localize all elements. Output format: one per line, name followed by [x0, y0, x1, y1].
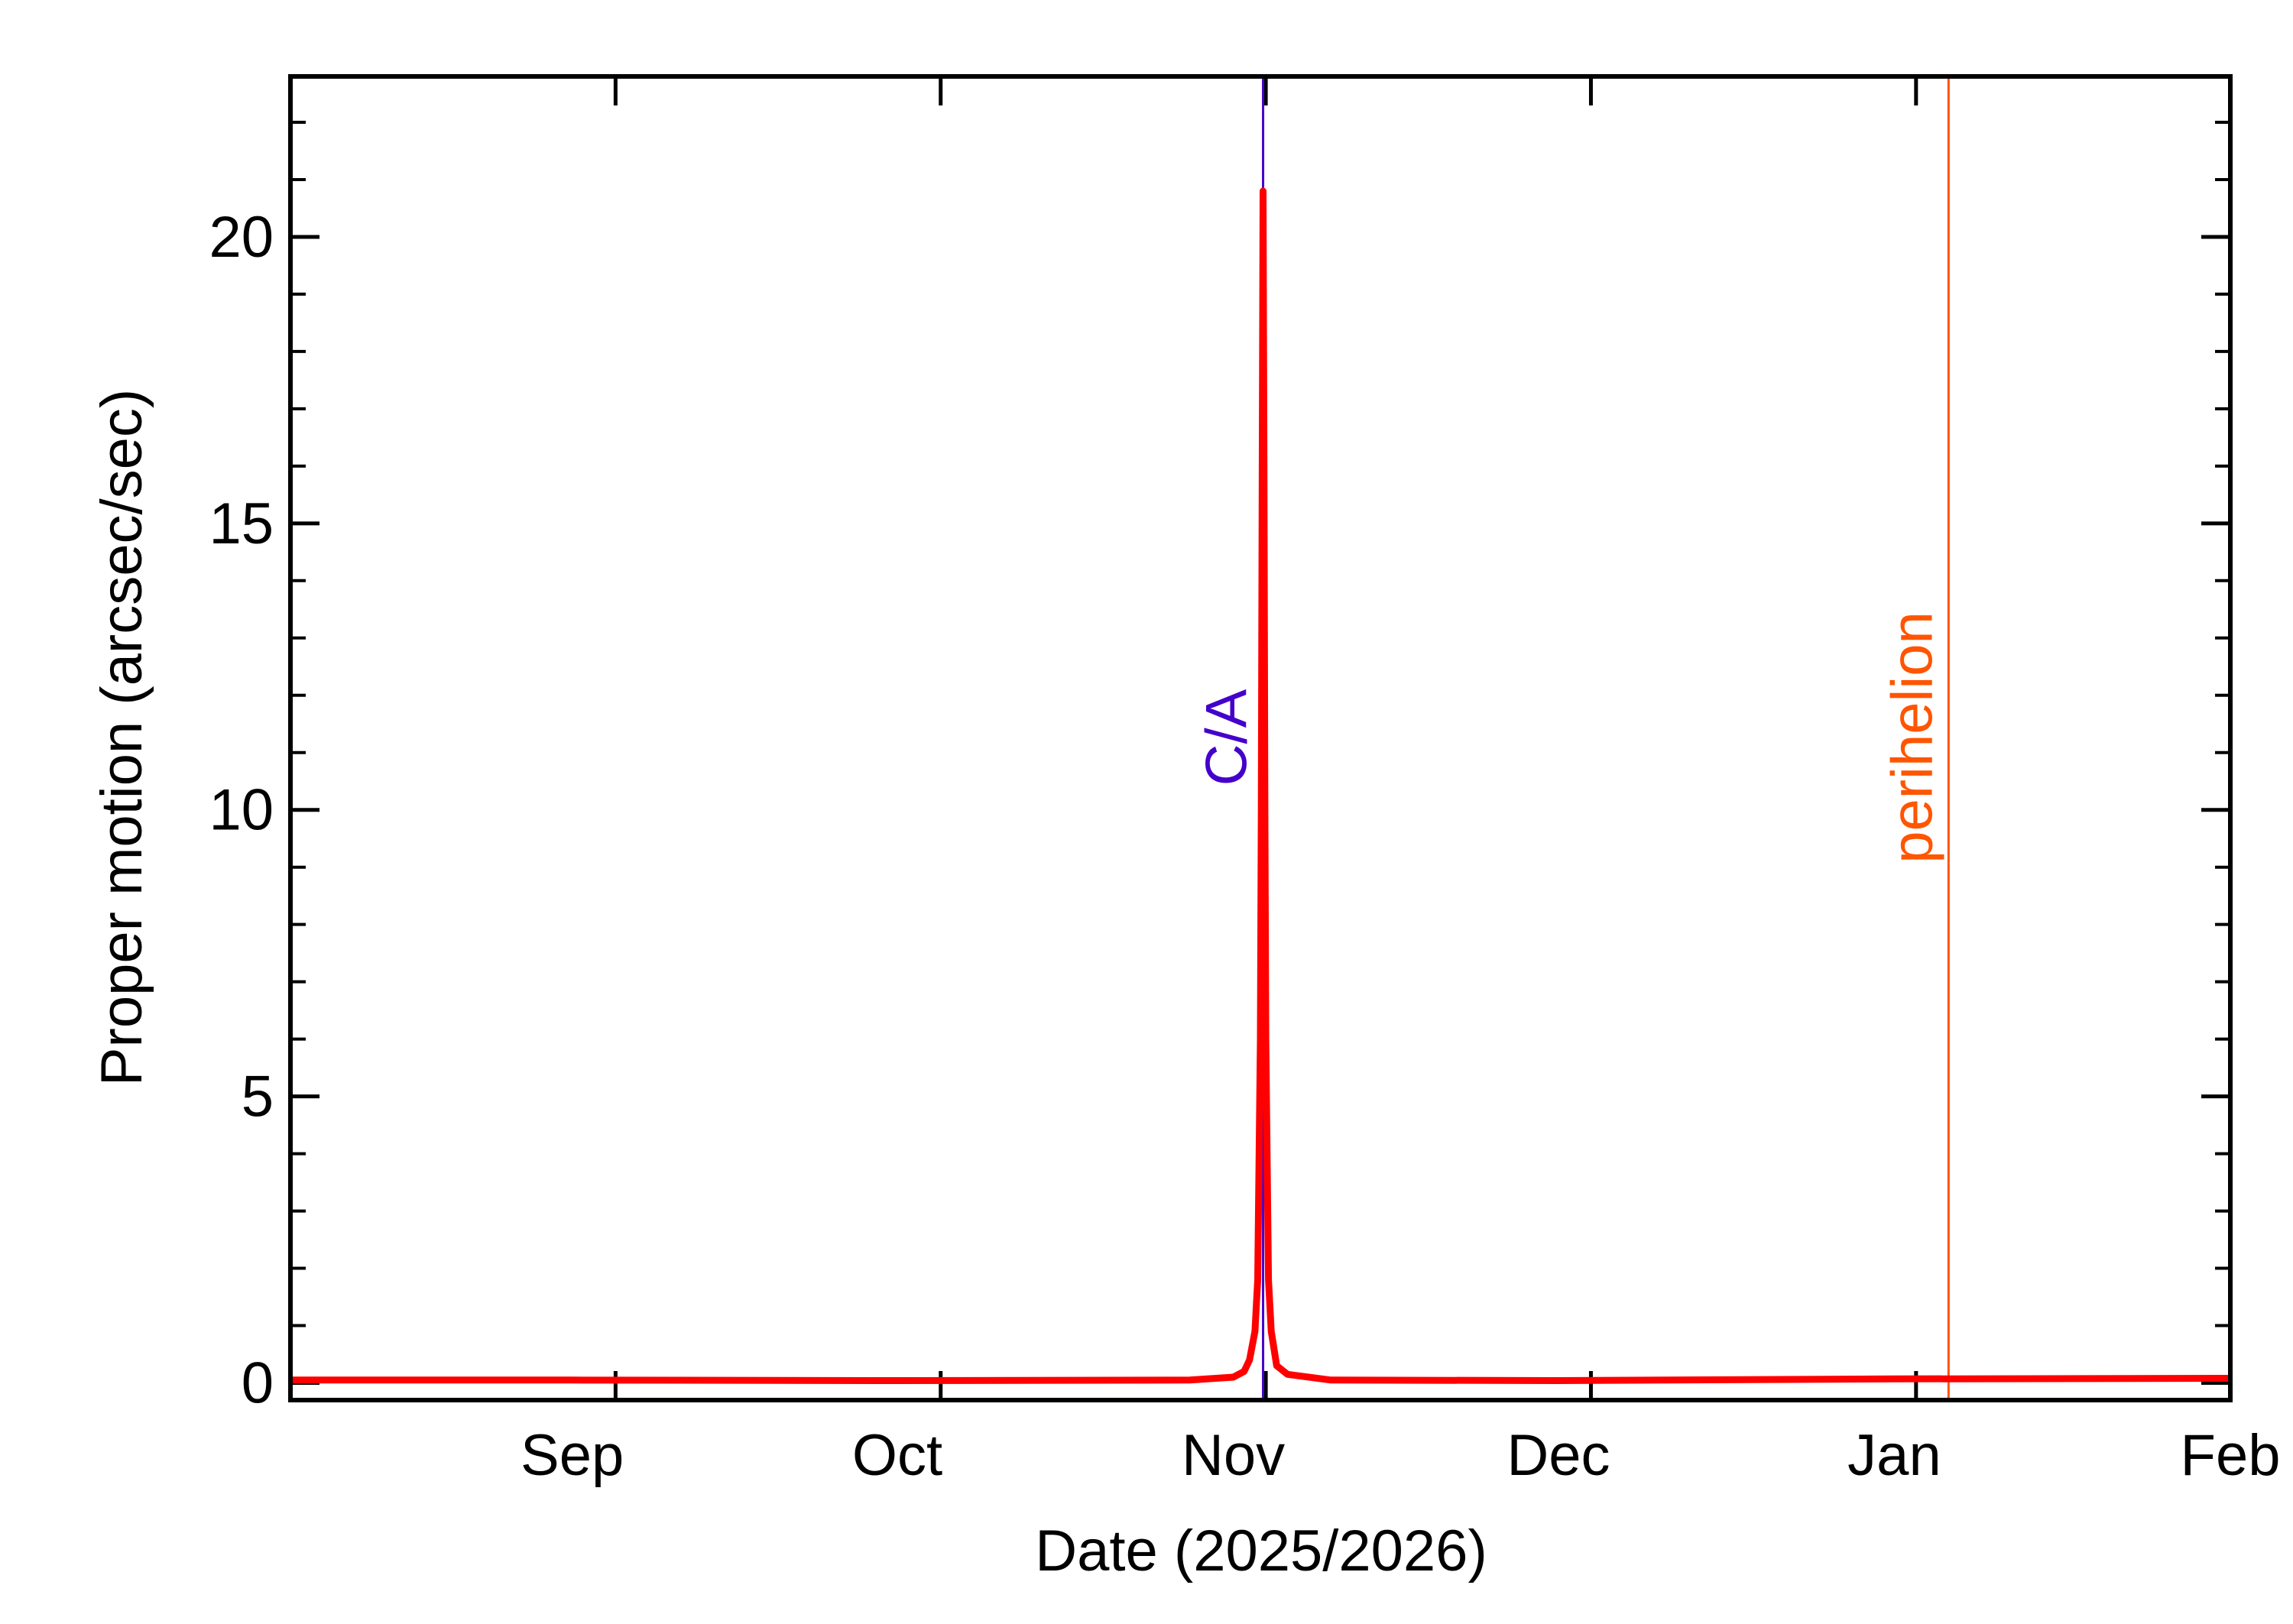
y-axis-label: Proper motion (arcsec/sec) — [89, 389, 154, 1086]
x-tick-label: Dec — [1507, 1423, 1610, 1488]
x-axis-label: Date (2025/2026) — [1035, 1519, 1487, 1583]
series-layer — [290, 187, 2231, 1384]
x-tick-label: Sep — [521, 1423, 624, 1488]
series-line — [290, 187, 2231, 1384]
x-tick-label: Jan — [1847, 1423, 1941, 1488]
x-tick-label: Feb — [2181, 1423, 2281, 1488]
major-ticks — [290, 76, 2230, 1400]
plot-frame — [288, 74, 2233, 1402]
y-tick-label: 5 — [242, 1065, 274, 1130]
x-tick-label: Nov — [1182, 1423, 1285, 1488]
x-tick-label: Oct — [852, 1423, 942, 1488]
y-tick-label: 0 — [242, 1351, 274, 1416]
annotation-label: perihelion — [1879, 611, 1944, 864]
y-tick-labels: 0 5 10 15 20 — [209, 205, 274, 1416]
annotation-labels: C/A perihelion — [1195, 611, 1945, 864]
x-tick-labels: Sep Oct Nov Dec Jan Feb — [521, 1423, 2280, 1488]
y-tick-label: 20 — [209, 205, 274, 270]
minor-ticks — [290, 120, 2230, 1327]
annotation-label: C/A — [1195, 689, 1260, 786]
y-tick-label: 15 — [209, 491, 274, 556]
y-tick-label: 10 — [209, 778, 274, 843]
